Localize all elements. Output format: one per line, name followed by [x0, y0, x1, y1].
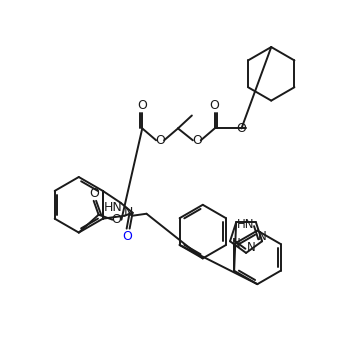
Text: N: N — [124, 206, 133, 219]
Text: HN: HN — [104, 201, 122, 214]
Text: O: O — [192, 134, 202, 147]
Text: N: N — [247, 241, 256, 255]
Text: O: O — [123, 230, 133, 243]
Text: O: O — [210, 99, 220, 112]
Text: O: O — [237, 122, 246, 135]
Text: HN: HN — [237, 218, 255, 231]
Text: O: O — [137, 99, 147, 112]
Text: O: O — [155, 134, 165, 147]
Text: O: O — [90, 187, 100, 200]
Text: N: N — [232, 237, 240, 250]
Text: N: N — [258, 230, 266, 243]
Text: O: O — [112, 213, 121, 226]
